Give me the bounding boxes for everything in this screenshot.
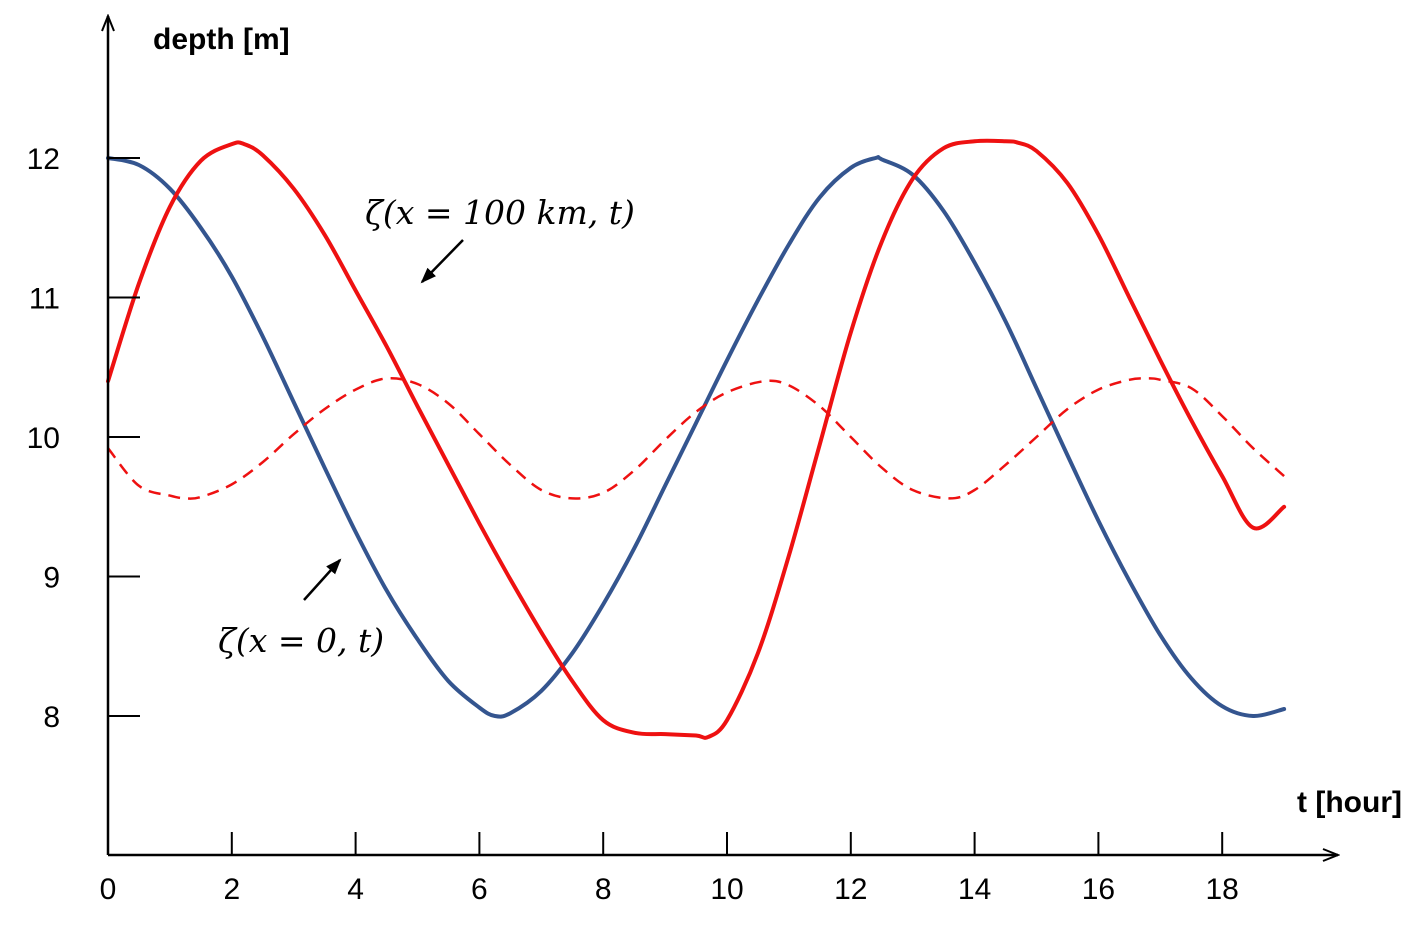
y-tick-label: 8 [43,701,60,734]
x-tick-label: 6 [471,873,488,906]
y-tick-label: 12 [27,143,60,176]
x-tick-label: 12 [834,873,867,906]
series-line-1 [106,138,1287,740]
y-axis-title: depth [m] [153,23,290,56]
series-line-2 [107,376,1285,500]
annotation-arrow-x0 [303,558,342,601]
x-tick-label: 0 [100,873,117,906]
annotation-label-x100: ζ(x = 100 km, t) [365,193,635,232]
tick-layer: 0 2 4 6 8 10 12 14 16 18 8 9 10 11 12 [27,143,1239,906]
series-line-0 [106,155,1287,719]
x-tick-label: 18 [1206,873,1239,906]
y-tick-label: 9 [43,562,60,595]
x-tick-label: 8 [595,873,612,906]
annotation-arrow-x100 [420,239,464,284]
x-tick-label: 10 [710,873,743,906]
series-layer [106,138,1287,740]
y-tick-label: 11 [29,283,60,316]
annotation-label-x0: ζ(x = 0, t) [218,621,384,660]
y-tick-label: 10 [27,422,60,455]
x-tick-label: 14 [958,873,991,906]
x-tick-label: 4 [347,873,364,906]
x-tick-label: 2 [223,873,240,906]
x-tick-label: 16 [1082,873,1115,906]
x-axis-title: t [hour] [1297,786,1402,819]
